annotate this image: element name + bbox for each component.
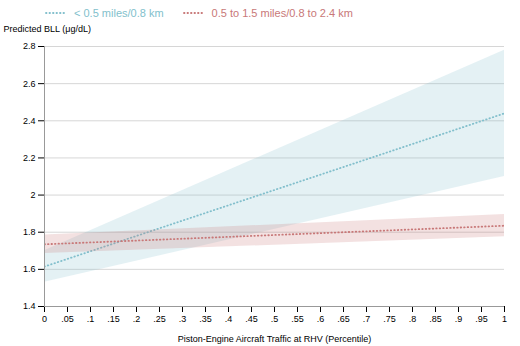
svg-text:.05: .05	[61, 314, 74, 324]
html-text:0.5 to 1.5 miles/0.8 to 2.4 km: 0.5 to 1.5 miles/0.8 to 2.4 km	[211, 7, 353, 19]
svg-text:.15: .15	[107, 314, 120, 324]
svg-text:.4: .4	[225, 314, 233, 324]
svg-text:.2: .2	[133, 314, 141, 324]
svg-text:.55: .55	[291, 314, 304, 324]
svg-text:.3: .3	[179, 314, 187, 324]
svg-text:Predicted BLL (μg/dL): Predicted BLL (μg/dL)	[4, 24, 91, 34]
svg-text:1: 1	[502, 314, 507, 324]
svg-text:0: 0	[42, 314, 47, 324]
svg-text:2.6: 2.6	[23, 79, 36, 89]
html-text:< 0.5 miles/0.8 km: < 0.5 miles/0.8 km	[74, 7, 164, 19]
svg-text:.9: .9	[455, 314, 463, 324]
svg-text:.6: .6	[317, 314, 325, 324]
svg-text:.95: .95	[475, 314, 488, 324]
svg-text:.75: .75	[383, 314, 396, 324]
svg-text:.65: .65	[337, 314, 350, 324]
svg-text:2: 2	[30, 190, 35, 200]
svg-text:.7: .7	[363, 314, 371, 324]
svg-text:.45: .45	[245, 314, 258, 324]
svg-text:.8: .8	[409, 314, 417, 324]
svg-text:2.2: 2.2	[23, 153, 36, 163]
svg-text:1.6: 1.6	[23, 264, 36, 274]
svg-text:1.4: 1.4	[23, 301, 36, 311]
svg-text:Piston-Engine Aircraft Traffic: Piston-Engine Aircraft Traffic at RHV (P…	[178, 334, 371, 344]
svg-text:.5: .5	[271, 314, 279, 324]
svg-text:.85: .85	[429, 314, 442, 324]
svg-text:.1: .1	[87, 314, 95, 324]
svg-text:.25: .25	[153, 314, 166, 324]
svg-text:1.8: 1.8	[23, 227, 36, 237]
svg-text:2.4: 2.4	[23, 116, 36, 126]
svg-text:2.8: 2.8	[23, 41, 36, 51]
svg-text:.35: .35	[199, 314, 212, 324]
